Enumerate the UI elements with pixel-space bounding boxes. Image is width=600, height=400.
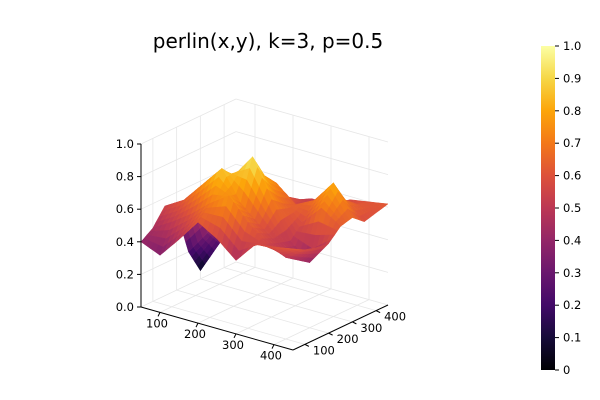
x-axis-line [140, 306, 294, 351]
x-tick-label: 400 [260, 349, 282, 363]
colorbar-tick-label: 0.8 [563, 104, 581, 118]
y-tick-label: 300 [360, 321, 382, 335]
grid-line [273, 299, 370, 345]
x-tick-label: 100 [146, 316, 168, 330]
colorbar-tick-label: 0.9 [563, 71, 581, 85]
x-tick-label: 300 [222, 338, 244, 352]
colorbar-tick-label: 0.1 [563, 331, 581, 345]
y-tick-mark [375, 310, 381, 314]
grid-line [176, 289, 329, 334]
z-tick-label: 0.8 [116, 170, 134, 184]
y-tick-mark [352, 321, 357, 325]
z-tick-label: 0.0 [116, 300, 134, 314]
y-tick-label: 200 [337, 332, 359, 346]
colorbar-tick-label: 0.5 [563, 201, 581, 215]
grid-line [224, 267, 377, 312]
grid-line [200, 278, 353, 323]
grid-line [235, 98, 389, 143]
x-tick-mark [157, 312, 161, 317]
x-tick-label: 200 [184, 327, 206, 341]
z-tick-label: 0.6 [116, 202, 134, 216]
x-tick-mark [233, 333, 237, 339]
colorbar-tick-label: 0.7 [563, 136, 581, 150]
colorbar-ticks: 0 0.1 0.2 0.3 0.4 0.5 0.6 0.7 0.8 0.9 1.0 [555, 39, 581, 377]
y-tick-mark [328, 332, 333, 336]
x-tick-mark [271, 344, 275, 349]
grid-line [140, 261, 237, 308]
chart-title: perlin(x,y), k=3, p=0.5 [153, 29, 383, 53]
y-tick-mark [304, 343, 310, 347]
z-tick-label: 0.2 [116, 267, 134, 281]
grid-line [140, 131, 237, 177]
colorbar-tick-label: 0.6 [563, 169, 581, 183]
grid-line [235, 288, 332, 335]
colorbar-gradient [541, 46, 555, 370]
y-tick-label: 400 [384, 310, 406, 324]
grid-line [235, 261, 389, 306]
z-tick-label: 0.4 [116, 235, 134, 249]
colorbar-tick-label: 0 [563, 363, 570, 377]
surface-cell [288, 248, 297, 250]
colorbar: 0 0.1 0.2 0.3 0.4 0.5 0.6 0.7 0.8 0.9 1.0 [541, 39, 581, 377]
y-tick-label: 100 [313, 343, 335, 357]
grid-line [197, 277, 294, 324]
grid-line [140, 98, 237, 145]
colorbar-tick-label: 0.3 [563, 266, 581, 280]
y-axis-line [292, 304, 389, 351]
x-tick-mark [195, 322, 199, 328]
colorbar-tick-label: 0.2 [563, 298, 581, 312]
grid-line [235, 131, 389, 175]
colorbar-tick-label: 1.0 [563, 39, 581, 53]
grid-line [152, 300, 305, 345]
z-tick-label: 1.0 [116, 137, 134, 151]
colorbar-tick-label: 0.4 [563, 233, 581, 247]
grid-line [159, 267, 256, 313]
surface-layer [140, 155, 389, 272]
